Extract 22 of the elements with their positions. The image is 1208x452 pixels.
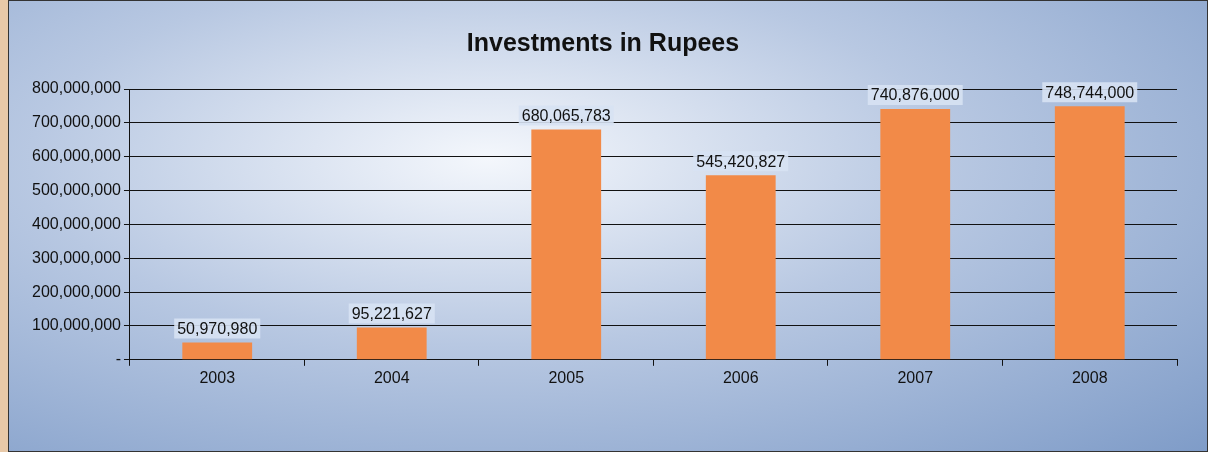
x-tick-label: 2004 — [373, 368, 410, 386]
data-label: 545,420,827 — [696, 152, 786, 170]
y-tick-label: 700,000,000 — [31, 113, 122, 131]
data-label: 50,970,980 — [177, 319, 258, 337]
y-tick-label: 600,000,000 — [31, 147, 122, 165]
data-label: 95,221,627 — [351, 304, 432, 322]
x-tick-label: 2003 — [199, 368, 236, 386]
y-tick-label: 400,000,000 — [31, 214, 122, 232]
chart-title: Investments in Rupees — [466, 27, 740, 56]
data-label: 748,744,000 — [1045, 83, 1135, 101]
x-tick-label: 2007 — [897, 368, 934, 386]
y-tick-label: 800,000,000 — [31, 79, 122, 97]
data-label: 740,876,000 — [870, 86, 960, 104]
data-label: 680,065,783 — [521, 107, 611, 124]
y-tick-label: 100,000,000 — [31, 316, 122, 334]
y-tick-label: 300,000,000 — [31, 248, 122, 266]
y-tick-label: 200,000,000 — [31, 282, 122, 300]
x-tick-label: 2008 — [1071, 368, 1108, 386]
x-tick-label: 2006 — [722, 368, 759, 386]
y-tick-label: 500,000,000 — [31, 180, 122, 198]
y-tick-label: - — [115, 350, 121, 368]
x-tick-label: 2005 — [548, 368, 585, 386]
